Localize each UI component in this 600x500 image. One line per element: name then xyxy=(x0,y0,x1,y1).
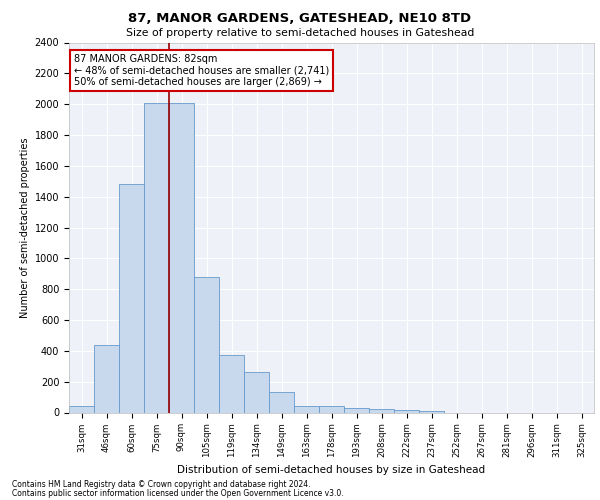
Bar xyxy=(269,392,294,412)
Bar xyxy=(394,410,419,412)
Text: 87, MANOR GARDENS, GATESHEAD, NE10 8TD: 87, MANOR GARDENS, GATESHEAD, NE10 8TD xyxy=(128,12,472,26)
Bar xyxy=(119,184,144,412)
Bar xyxy=(144,102,169,412)
Bar xyxy=(319,406,344,412)
Y-axis label: Number of semi-detached properties: Number of semi-detached properties xyxy=(20,137,31,318)
Text: 87 MANOR GARDENS: 82sqm
← 48% of semi-detached houses are smaller (2,741)
50% of: 87 MANOR GARDENS: 82sqm ← 48% of semi-de… xyxy=(74,54,329,87)
Bar xyxy=(344,408,369,412)
Bar xyxy=(219,354,244,412)
Bar xyxy=(94,344,119,412)
Bar xyxy=(169,102,194,412)
Bar xyxy=(69,406,94,412)
Text: Size of property relative to semi-detached houses in Gateshead: Size of property relative to semi-detach… xyxy=(126,28,474,38)
Bar xyxy=(194,277,219,412)
Bar xyxy=(419,411,444,412)
Bar xyxy=(369,410,394,412)
Bar xyxy=(244,372,269,412)
Bar xyxy=(294,406,319,412)
Text: Contains HM Land Registry data © Crown copyright and database right 2024.: Contains HM Land Registry data © Crown c… xyxy=(12,480,311,489)
Text: Contains public sector information licensed under the Open Government Licence v3: Contains public sector information licen… xyxy=(12,488,344,498)
X-axis label: Distribution of semi-detached houses by size in Gateshead: Distribution of semi-detached houses by … xyxy=(178,466,485,475)
